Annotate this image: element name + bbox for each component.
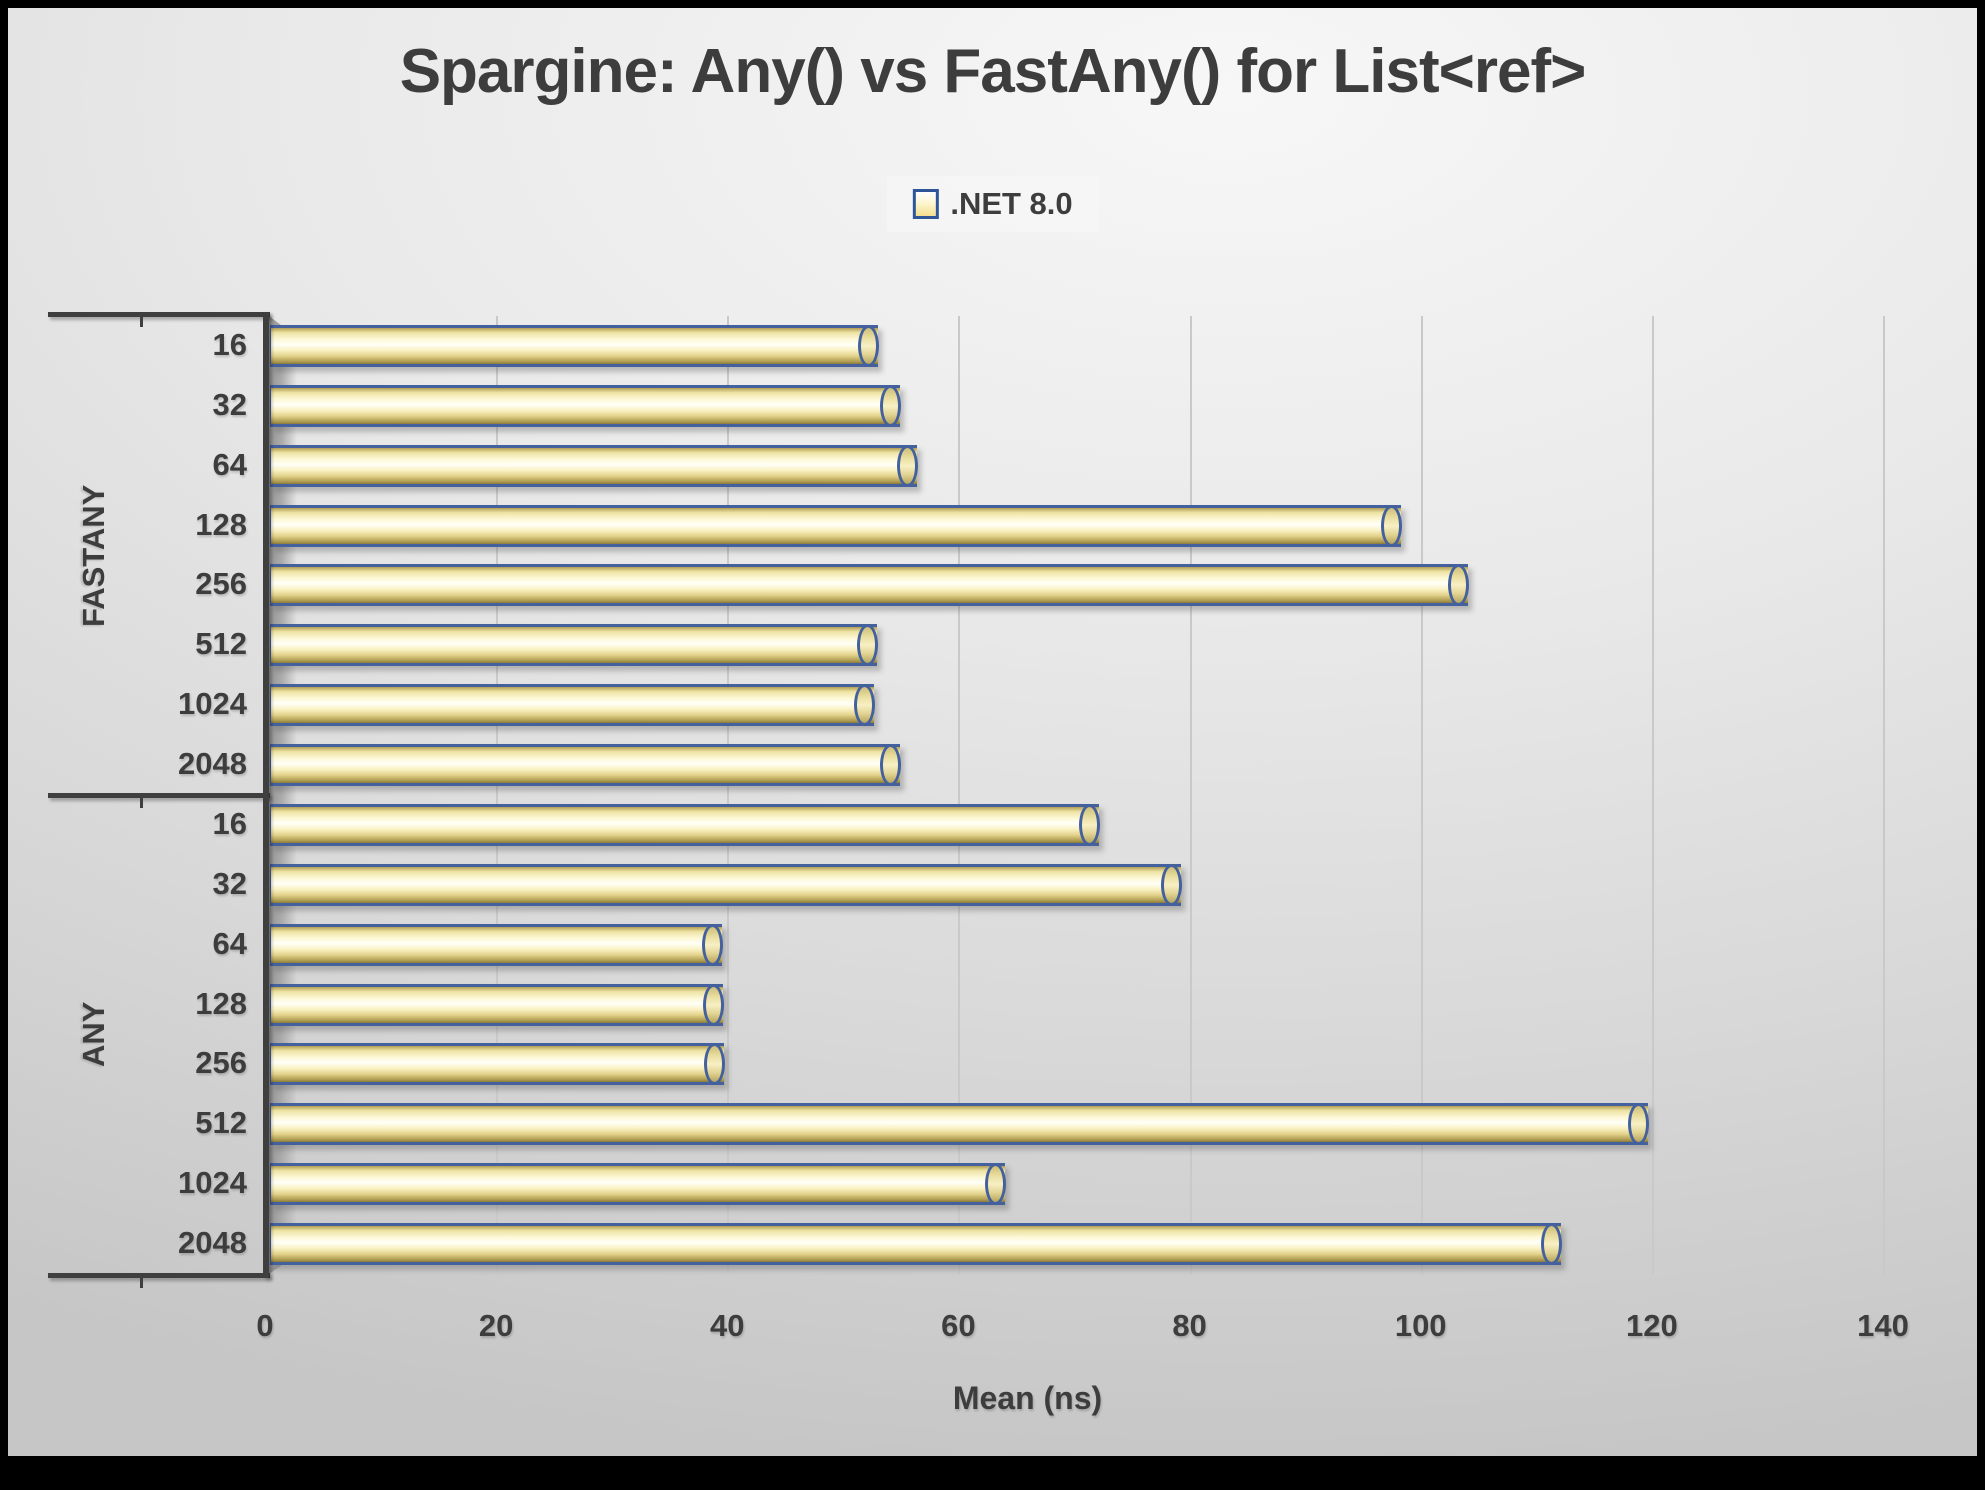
bar-end-cap (985, 1163, 1006, 1206)
y-axis-category-label-32: 32 (212, 865, 247, 901)
bar-end-cap (1448, 564, 1469, 607)
x-axis-tick-label-80: 80 (1172, 1308, 1207, 1343)
bar-end-cap (858, 324, 879, 367)
bar-end-cap (897, 444, 918, 487)
axis-box-border-top (48, 312, 270, 327)
bar-end-cap (1079, 803, 1100, 846)
axis-box-border-bottom (48, 1273, 270, 1288)
x-axis-tick-label-20: 20 (478, 1308, 514, 1343)
bar-any-64 (270, 923, 723, 966)
legend-series-label: .NET 8.0 (950, 186, 1073, 221)
gridline-x-20 (496, 316, 499, 1274)
gridline-x-40 (727, 316, 730, 1274)
gridline-x-80 (1189, 316, 1192, 1274)
gridline-x-120 (1651, 316, 1654, 1274)
y-axis-category-label-128: 128 (195, 985, 247, 1021)
y-axis-category-label-1024: 1024 (178, 686, 247, 722)
x-axis-tick-label-120: 120 (1625, 1308, 1678, 1343)
bar-fastany-256 (270, 564, 1469, 607)
chart-canvas: Spargine: Any() vs FastAny() for List<re… (8, 8, 1977, 1456)
x-axis-tick-label-100: 100 (1394, 1308, 1447, 1343)
y-axis-category-label-256: 256 (195, 1045, 247, 1081)
x-axis-title: Mean (ns) (952, 1380, 1103, 1416)
chart-title: Spargine: Any() vs FastAny() for List<re… (399, 37, 1587, 106)
bar-end-cap (704, 1043, 725, 1086)
axis-level-tick (140, 1277, 143, 1288)
y-axis-category-label-1024: 1024 (178, 1165, 247, 1201)
bar-end-cap (857, 624, 878, 667)
gridline-x-60 (958, 316, 961, 1274)
bar-end-cap (702, 923, 723, 966)
bar-end-cap (854, 684, 875, 727)
bar-end-cap (1161, 863, 1182, 906)
y-axis-group-label-any: ANY (76, 1001, 111, 1068)
y-axis-category-label-32: 32 (212, 386, 247, 422)
bar-fastany-64 (270, 444, 918, 487)
bar-end-cap (1541, 1223, 1562, 1266)
bar-any-2048 (270, 1223, 1562, 1266)
y-axis-line (263, 312, 269, 1278)
bar-any-32 (270, 863, 1182, 906)
y-axis-category-label-2048: 2048 (178, 1225, 247, 1261)
y-axis-category-label-512: 512 (195, 1105, 247, 1141)
bar-fastany-512 (270, 624, 878, 667)
bar-fastany-1024 (270, 684, 875, 727)
bar-end-cap (1628, 1103, 1649, 1146)
bar-end-cap (703, 983, 724, 1026)
gridline-x-100 (1420, 316, 1423, 1274)
bar-fastany-16 (270, 324, 879, 367)
x-axis-tick-label-140: 140 (1857, 1308, 1909, 1343)
y-axis-category-label-512: 512 (195, 626, 247, 662)
y-axis-category-label-256: 256 (195, 566, 247, 602)
legend: .NET 8.0 (886, 176, 1099, 232)
y-axis-category-label-2048: 2048 (178, 746, 247, 782)
bar-any-512 (270, 1103, 1649, 1146)
axis-level-tick (140, 316, 143, 327)
bar-any-128 (270, 983, 724, 1026)
y-axis-category-label-64: 64 (212, 446, 247, 482)
x-axis-tick-label-60: 60 (941, 1308, 976, 1343)
y-axis-category-label-128: 128 (195, 506, 247, 542)
x-axis-tick-label-0: 0 (256, 1308, 274, 1343)
axis-level-tick (140, 797, 143, 808)
gridline-x-140 (1883, 316, 1885, 1274)
bar-end-cap (880, 384, 901, 427)
bar-fastany-128 (270, 504, 1402, 547)
y-axis-group-label-fastany: FASTANY (76, 484, 111, 627)
y-axis-category-label-16: 16 (212, 326, 247, 362)
legend-series-marker-icon (912, 189, 939, 219)
bar-end-cap (880, 744, 901, 787)
y-axis-category-label-64: 64 (212, 925, 247, 961)
y-axis-category-label-16: 16 (212, 805, 247, 841)
bar-end-cap (1381, 504, 1402, 547)
bar-any-1024 (270, 1163, 1006, 1206)
bar-any-16 (270, 803, 1100, 846)
bar-fastany-32 (270, 384, 901, 427)
bar-fastany-2048 (270, 744, 901, 787)
x-axis-tick-label-40: 40 (710, 1308, 745, 1343)
bar-any-256 (270, 1043, 725, 1086)
axis-box-group-divider (48, 793, 270, 808)
